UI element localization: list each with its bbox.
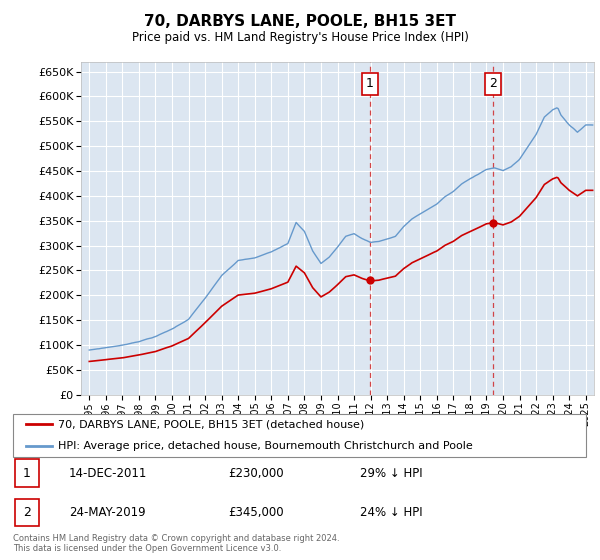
Text: Price paid vs. HM Land Registry's House Price Index (HPI): Price paid vs. HM Land Registry's House … [131, 31, 469, 44]
Text: £230,000: £230,000 [228, 466, 284, 480]
Text: 14-DEC-2011: 14-DEC-2011 [69, 466, 148, 480]
Text: 29% ↓ HPI: 29% ↓ HPI [360, 466, 422, 480]
Text: 1: 1 [366, 77, 374, 91]
Text: 1: 1 [23, 466, 31, 480]
Text: 2: 2 [23, 506, 31, 519]
Text: 2: 2 [489, 77, 497, 91]
FancyBboxPatch shape [13, 413, 586, 458]
FancyBboxPatch shape [14, 498, 39, 526]
Text: HPI: Average price, detached house, Bournemouth Christchurch and Poole: HPI: Average price, detached house, Bour… [58, 441, 473, 451]
Text: £345,000: £345,000 [228, 506, 284, 519]
Text: 70, DARBYS LANE, POOLE, BH15 3ET (detached house): 70, DARBYS LANE, POOLE, BH15 3ET (detach… [58, 419, 364, 430]
Text: 70, DARBYS LANE, POOLE, BH15 3ET: 70, DARBYS LANE, POOLE, BH15 3ET [144, 14, 456, 29]
Text: 24-MAY-2019: 24-MAY-2019 [69, 506, 146, 519]
Text: 24% ↓ HPI: 24% ↓ HPI [360, 506, 422, 519]
Text: Contains HM Land Registry data © Crown copyright and database right 2024.
This d: Contains HM Land Registry data © Crown c… [13, 534, 340, 553]
FancyBboxPatch shape [14, 459, 39, 487]
